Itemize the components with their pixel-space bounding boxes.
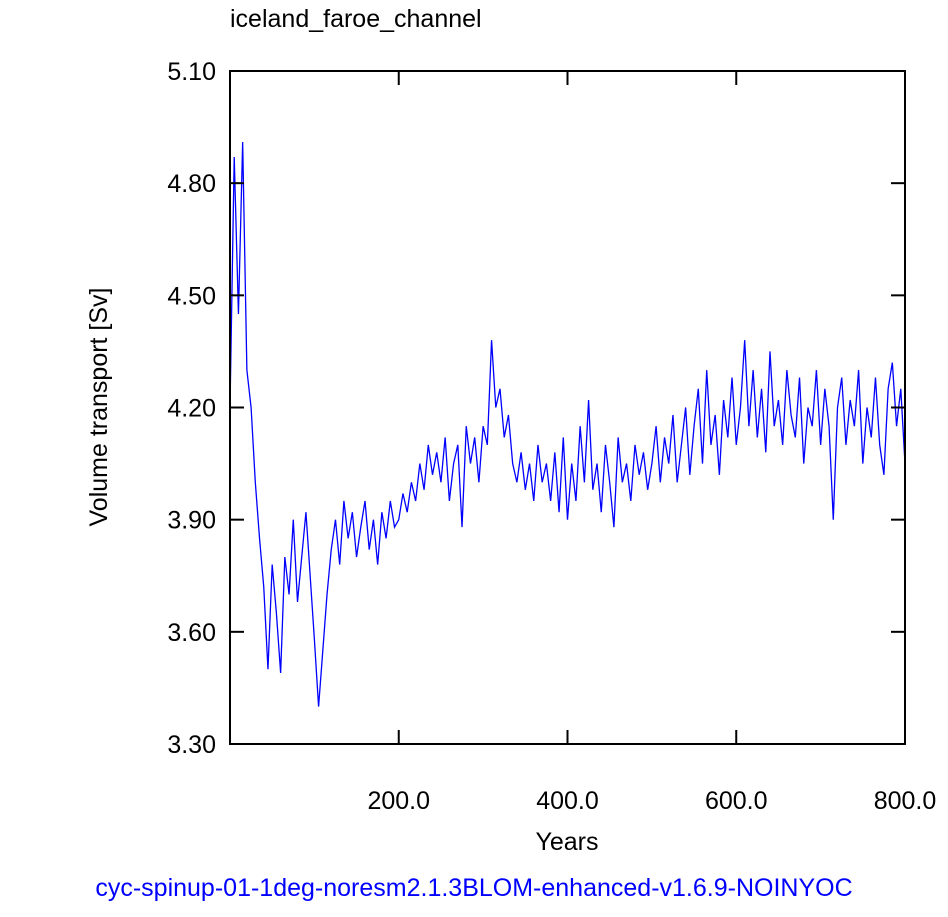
chart-title: iceland_faroe_channel	[230, 5, 482, 33]
y-tick-label: 3.60	[167, 619, 216, 647]
y-tick-label: 5.10	[167, 58, 216, 86]
y-tick-label: 4.50	[167, 282, 216, 310]
x-axis-label: Years	[535, 828, 598, 856]
y-tick-label: 3.90	[167, 507, 216, 535]
caption: cyc-spinup-01-1deg-noresm2.1.3BLOM-enhan…	[95, 874, 852, 902]
x-tick-label: 600.0	[705, 787, 768, 815]
x-tick-label: 400.0	[536, 787, 599, 815]
y-tick-label: 4.20	[167, 395, 216, 423]
x-tick-label: 200.0	[367, 787, 430, 815]
y-tick-label: 4.80	[167, 170, 216, 198]
y-axis-label: Volume transport [Sv]	[85, 287, 113, 526]
plot-frame	[229, 70, 906, 745]
data-line	[229, 142, 906, 707]
x-tick-label: 800.0	[874, 787, 937, 815]
y-tick-label: 3.30	[167, 731, 216, 759]
